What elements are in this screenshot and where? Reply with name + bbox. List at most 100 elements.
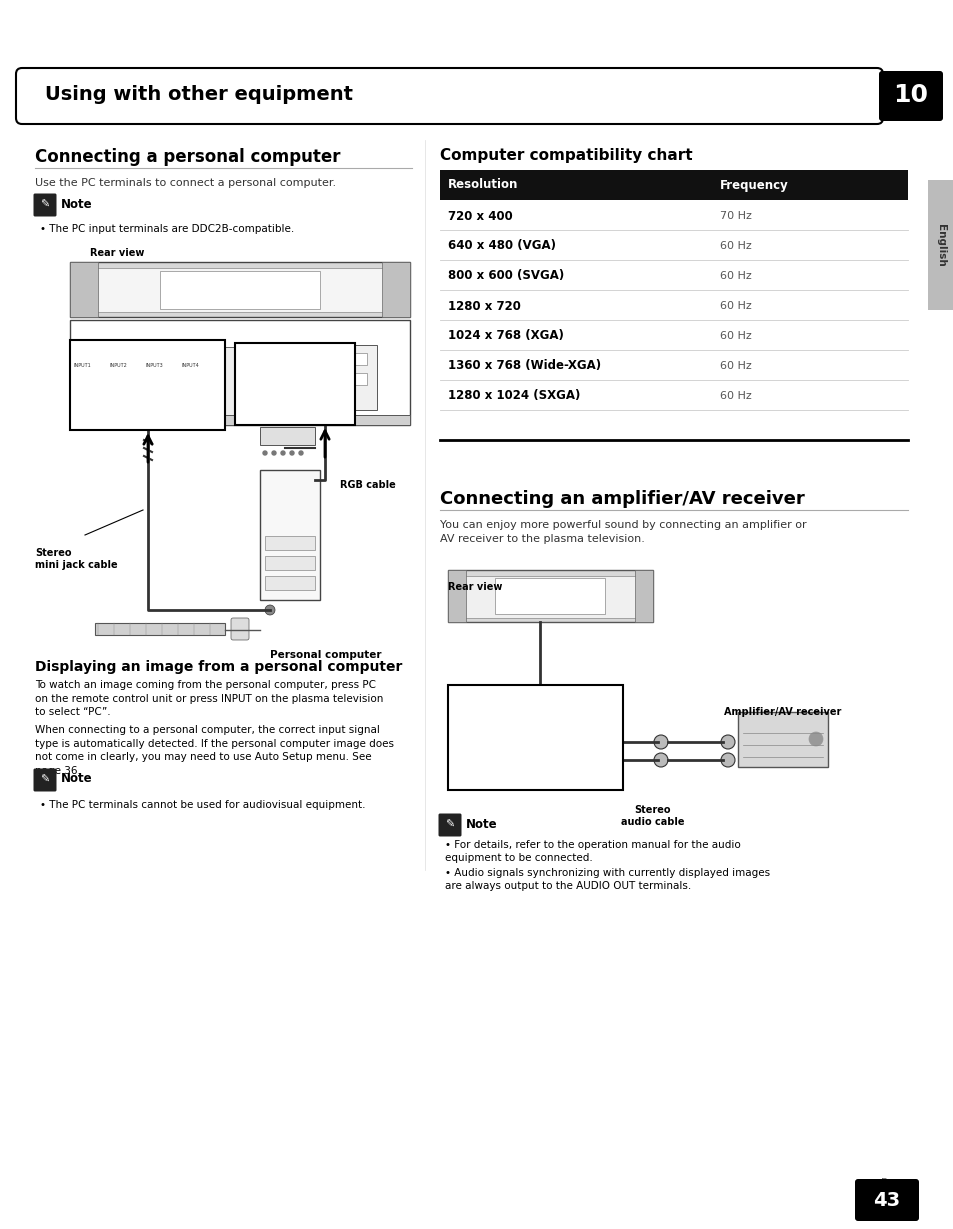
Bar <box>451 714 486 782</box>
Text: En: En <box>880 1179 892 1188</box>
Bar <box>249 347 298 415</box>
Circle shape <box>148 410 150 412</box>
Circle shape <box>142 393 146 397</box>
Circle shape <box>539 732 541 735</box>
Text: 1360 x 768 (Wide-XGA): 1360 x 768 (Wide-XGA) <box>448 360 600 372</box>
Circle shape <box>575 742 577 745</box>
Circle shape <box>265 605 274 614</box>
Circle shape <box>579 751 581 753</box>
Circle shape <box>200 374 203 376</box>
Circle shape <box>117 418 119 420</box>
Circle shape <box>194 393 197 397</box>
Bar <box>312 353 367 365</box>
Bar <box>75 347 125 415</box>
Bar <box>927 179 953 310</box>
Circle shape <box>152 402 154 404</box>
Circle shape <box>499 742 501 745</box>
Circle shape <box>189 410 191 412</box>
Text: Connecting an amplifier/AV receiver: Connecting an amplifier/AV receiver <box>439 490 804 508</box>
Circle shape <box>117 426 119 428</box>
Bar <box>307 345 376 410</box>
Circle shape <box>575 724 577 726</box>
Circle shape <box>194 354 197 356</box>
FancyBboxPatch shape <box>231 618 249 640</box>
Text: • For details, refer to the operation manual for the audio
equipment to be conne: • For details, refer to the operation ma… <box>444 839 740 863</box>
Text: 43: 43 <box>873 1191 900 1209</box>
Circle shape <box>495 751 497 753</box>
Text: 720 x 400: 720 x 400 <box>448 209 512 222</box>
Text: 60 Hz: 60 Hz <box>720 272 751 281</box>
Bar <box>234 343 355 425</box>
Circle shape <box>152 426 154 428</box>
Circle shape <box>253 383 255 386</box>
Circle shape <box>720 735 734 748</box>
Circle shape <box>142 403 146 407</box>
Text: Personal computer: Personal computer <box>270 650 381 660</box>
Circle shape <box>253 354 255 356</box>
Circle shape <box>148 402 150 404</box>
Text: Amplifier/AV receiver: Amplifier/AV receiver <box>723 707 841 717</box>
Circle shape <box>152 410 154 412</box>
Bar <box>70 262 98 317</box>
Circle shape <box>263 451 267 455</box>
Circle shape <box>81 426 83 428</box>
Circle shape <box>495 732 497 735</box>
Circle shape <box>142 354 146 356</box>
Circle shape <box>76 418 78 420</box>
Circle shape <box>90 345 100 355</box>
Circle shape <box>117 395 119 396</box>
Circle shape <box>85 393 88 397</box>
Circle shape <box>112 395 113 396</box>
Circle shape <box>459 724 461 726</box>
Circle shape <box>258 364 261 366</box>
Circle shape <box>575 732 577 735</box>
Text: 640 x 480 (VGA): 640 x 480 (VGA) <box>448 240 556 252</box>
Circle shape <box>495 724 497 726</box>
Circle shape <box>495 715 497 718</box>
FancyBboxPatch shape <box>16 68 882 124</box>
Circle shape <box>535 715 537 718</box>
Circle shape <box>75 345 85 355</box>
Circle shape <box>152 418 154 420</box>
Circle shape <box>499 751 501 753</box>
Circle shape <box>78 374 81 376</box>
Circle shape <box>258 383 261 386</box>
Circle shape <box>535 732 537 735</box>
Text: Rear view: Rear view <box>448 583 502 592</box>
Circle shape <box>148 418 150 420</box>
Bar <box>70 415 410 425</box>
Bar <box>531 714 566 782</box>
Circle shape <box>78 383 81 386</box>
Text: Using with other equipment: Using with other equipment <box>45 86 353 104</box>
Circle shape <box>455 742 456 745</box>
Text: Frequency: Frequency <box>720 178 788 192</box>
Circle shape <box>189 418 191 420</box>
Circle shape <box>112 418 113 420</box>
Circle shape <box>117 410 119 412</box>
Text: ✎: ✎ <box>40 775 50 785</box>
Circle shape <box>459 751 461 753</box>
Bar <box>191 347 241 415</box>
Text: Resolution: Resolution <box>448 178 517 192</box>
Circle shape <box>535 742 537 745</box>
Circle shape <box>194 403 197 407</box>
Bar <box>265 536 314 551</box>
Circle shape <box>136 393 139 397</box>
Bar <box>738 712 827 767</box>
Text: You can enjoy more powerful sound by connecting an amplifier or
AV receiver to t: You can enjoy more powerful sound by con… <box>439 520 806 543</box>
Circle shape <box>81 418 83 420</box>
Bar <box>132 347 183 415</box>
Circle shape <box>455 724 456 726</box>
Circle shape <box>184 402 186 404</box>
Circle shape <box>654 735 667 748</box>
Text: 60 Hz: 60 Hz <box>720 361 751 371</box>
Circle shape <box>253 374 255 376</box>
Bar <box>260 426 314 445</box>
Circle shape <box>200 393 203 397</box>
Text: RGB cable: RGB cable <box>339 481 395 490</box>
Circle shape <box>499 732 501 735</box>
Bar <box>73 360 105 420</box>
Circle shape <box>253 403 255 407</box>
Text: Stereo
mini jack cable: Stereo mini jack cable <box>35 548 117 570</box>
Bar <box>635 570 652 622</box>
